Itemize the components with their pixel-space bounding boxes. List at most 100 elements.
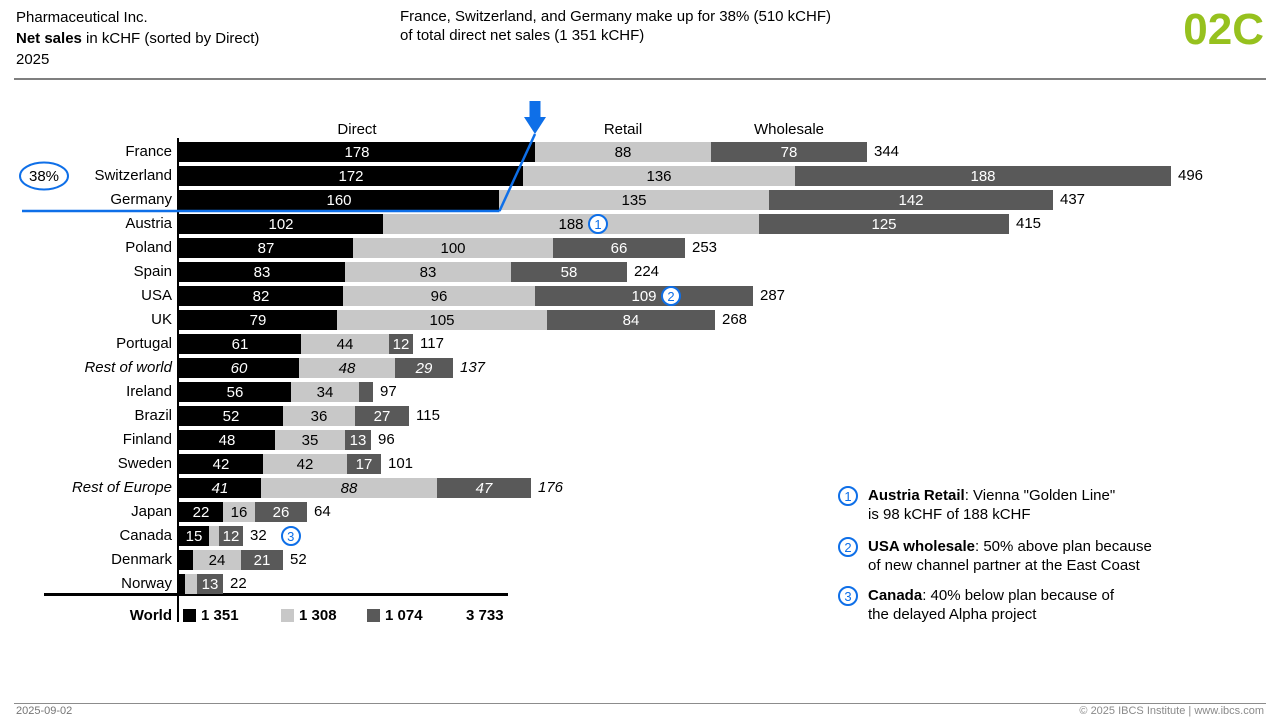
segment-value: 105	[429, 311, 455, 329]
note-item-3: 3 Canada: 40% below plan because of the de…	[838, 586, 1183, 624]
segment-value: 102	[268, 215, 294, 233]
bar-segment-direct-finland: 48	[179, 430, 275, 450]
bar-segment-direct-ireland: 56	[179, 382, 291, 402]
bar-segment-wholesale-finland: 13	[345, 430, 371, 450]
bar-segment-wholesale-austria: 125	[759, 214, 1009, 234]
total-label-norway: 22	[230, 575, 247, 592]
total-wrap-rest-of-europe: 176	[538, 478, 563, 498]
segment-value: 41	[211, 479, 229, 497]
bar-segment-direct-sweden: 42	[179, 454, 263, 474]
note-bold-lead: Canada	[868, 587, 923, 604]
bar-segment-wholesale-rest-of-europe: 47	[437, 478, 531, 498]
row-label-uk: UK	[151, 311, 172, 328]
chart-message-line1: France, Switzerland, and Germany make up…	[400, 8, 832, 25]
total-wrap-sweden: 101	[388, 454, 413, 474]
row-label-norway: Norway	[121, 575, 172, 592]
row-label-canada: Canada	[119, 527, 172, 544]
chart-message: France, Switzerland, and Germany make up…	[400, 7, 831, 45]
total-label-brazil: 115	[416, 407, 440, 424]
segment-value: 17	[355, 455, 373, 473]
segment-value: 60	[230, 359, 248, 377]
bar-segment-direct-japan: 22	[179, 502, 223, 522]
total-label-japan: 64	[314, 503, 331, 520]
bar-segment-direct-brazil: 52	[179, 406, 283, 426]
total-wrap-france: 344	[874, 142, 899, 162]
legend-swatch-retail	[281, 609, 294, 622]
total-wrap-canada: 32 3	[250, 526, 301, 546]
highlight-arrow-icon	[524, 101, 546, 134]
row-label-sweden: Sweden	[117, 455, 172, 472]
bar-segment-retail-usa: 96	[343, 286, 535, 306]
row-label-denmark: Denmark	[111, 551, 172, 568]
segment-value: 58	[560, 263, 578, 281]
row-label-france: France	[125, 143, 172, 160]
bar-segment-retail-rest-of-europe: 88	[261, 478, 437, 498]
row-label-usa: USA	[141, 287, 172, 304]
segment-value: 84	[622, 311, 640, 329]
note-text-1: Austria Retail: Vienna "Golden Line" is 9…	[868, 487, 1116, 523]
segment-value: 100	[440, 239, 466, 257]
bar-segment-direct-spain: 83	[179, 262, 345, 282]
bar-segment-direct-france: 178	[179, 142, 535, 162]
row-label-japan: Japan	[131, 503, 172, 520]
segment-value: 88	[614, 143, 632, 161]
summary-value-direct: 1 351	[201, 607, 239, 624]
segment-value: 44	[336, 335, 354, 353]
segment-value: 109	[631, 287, 657, 305]
note-text-2: USA wholesale: 50% above plan because of …	[868, 538, 1152, 574]
segment-value: 188	[970, 167, 996, 185]
bar-segment-retail-germany: 135	[499, 190, 769, 210]
bar-segment-retail-denmark: 24	[193, 550, 241, 570]
header-divider	[14, 78, 1266, 80]
segment-value: 79	[249, 311, 267, 329]
note-text-3: Canada: 40% below plan because of the del…	[868, 587, 1114, 623]
bar-segment-direct-switzerland: 172	[179, 166, 523, 186]
row-label-brazil: Brazil	[134, 407, 172, 424]
segment-value: 16	[230, 503, 248, 521]
bar-segment-wholesale-norway: 13	[197, 574, 223, 594]
segment-value: 78	[780, 143, 798, 161]
company-name: Pharmaceutical Inc.	[16, 9, 148, 26]
total-label-spain: 224	[634, 263, 660, 280]
bar-segment-retail-austria: 188 1	[383, 214, 759, 234]
total-label-switzerland: 496	[1178, 167, 1204, 184]
row-label-rest-of-world: Rest of world	[84, 359, 172, 376]
segment-value: 96	[430, 287, 448, 305]
segment-value: 15	[185, 527, 203, 545]
segment-value: 12	[392, 335, 410, 353]
note-marker-2: 2	[838, 537, 858, 557]
total-wrap-spain: 224	[634, 262, 659, 282]
bar-segment-wholesale-usa: 109 2	[535, 286, 753, 306]
segment-value: 36	[310, 407, 328, 425]
report-title-detail: in kCHF (sorted by Direct)	[81, 30, 260, 47]
total-wrap-uk: 268	[722, 310, 747, 330]
bar-segment-retail-france: 88	[535, 142, 711, 162]
bar-segment-wholesale-france: 78	[711, 142, 867, 162]
row-label-portugal: Portugal	[116, 335, 172, 352]
chart-message-line2: of total direct net sales (1 351 kCHF)	[400, 27, 645, 44]
segment-value: 12	[222, 527, 240, 545]
bar-segment-wholesale-brazil: 27	[355, 406, 409, 426]
total-wrap-denmark: 52	[290, 550, 307, 570]
segment-value: 52	[222, 407, 240, 425]
bar-segment-retail-uk: 105	[337, 310, 547, 330]
bar-segment-direct-portugal: 61	[179, 334, 301, 354]
segment-value: 82	[252, 287, 270, 305]
total-wrap-norway: 22	[230, 574, 247, 594]
bar-segment-direct-usa: 82	[179, 286, 343, 306]
footer-copyright: © 2025 IBCS Institute | www.ibcs.com	[1079, 705, 1264, 717]
total-wrap-austria: 415	[1016, 214, 1041, 234]
segment-value: 83	[419, 263, 437, 281]
row-label-ireland: Ireland	[126, 383, 172, 400]
segment-value: 34	[316, 383, 334, 401]
column-header-direct: Direct	[337, 121, 377, 138]
segment-value: 48	[218, 431, 236, 449]
total-wrap-portugal: 117	[420, 334, 444, 354]
segment-value: 61	[231, 335, 249, 353]
total-label-portugal: 117	[420, 335, 444, 352]
row-label-spain: Spain	[133, 263, 172, 280]
total-label-france: 344	[874, 143, 900, 160]
bar-segment-retail-poland: 100	[353, 238, 553, 258]
summary-value-retail: 1 308	[299, 607, 337, 624]
bar-segment-wholesale-switzerland: 188	[795, 166, 1171, 186]
